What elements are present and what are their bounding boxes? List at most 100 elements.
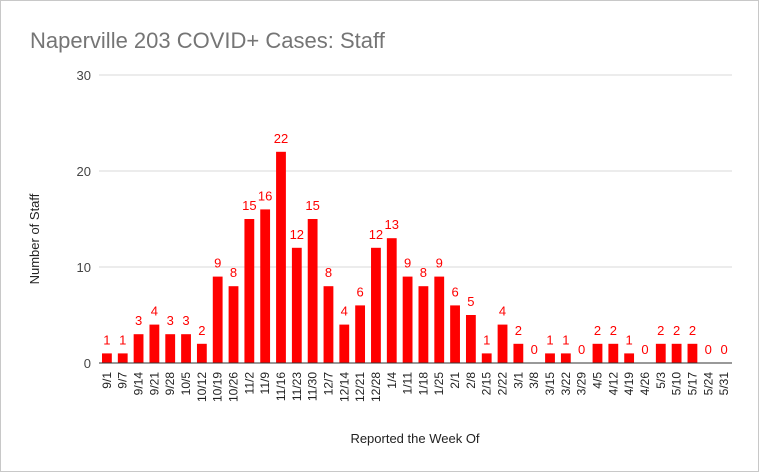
x-tick-label: 4/12 [606,372,620,396]
x-tick-label: 3/29 [575,372,589,396]
bar [339,324,350,363]
data-label: 9 [214,256,221,271]
x-tick-label: 3/15 [543,372,557,396]
x-tick-label: 2/22 [496,372,510,396]
data-label: 12 [290,227,304,242]
data-label: 3 [182,313,189,328]
data-label: 15 [242,198,256,213]
x-tick-label: 4/19 [622,372,636,396]
x-tick-label: 9/7 [116,372,130,389]
data-label: 12 [369,227,383,242]
data-label: 6 [451,284,458,299]
bar [497,324,508,363]
bar [228,286,239,363]
data-label: 15 [305,198,319,213]
y-tick-label: 20 [77,164,91,179]
data-label: 4 [341,304,348,319]
data-label: 2 [594,323,601,338]
bar [323,286,334,363]
x-tick-label: 12/14 [337,372,351,402]
x-tick-label: 3/22 [559,372,573,396]
x-tick-label: 2/1 [448,372,462,389]
x-tick-label: 12/7 [321,372,335,396]
bar [655,343,666,363]
x-tick-label: 9/1 [100,372,114,389]
bars [102,151,698,363]
gridlines [99,74,732,268]
x-tick-label: 5/10 [670,372,684,396]
y-tick-label: 30 [77,68,91,83]
bar [545,353,555,363]
data-label: 2 [673,323,680,338]
bar [371,247,381,363]
bar [355,305,366,363]
x-tick-label: 5/17 [685,372,699,396]
data-label: 2 [198,323,205,338]
data-label: 0 [705,342,712,357]
bar [481,353,492,363]
x-axis-title: Reported the Week Of [350,431,479,446]
x-tick-label: 10/5 [179,372,193,396]
x-tick-label: 5/31 [717,372,731,396]
bar [624,353,635,363]
data-label: 3 [135,313,142,328]
data-label: 9 [404,256,411,271]
x-tick-label: 3/8 [527,372,541,389]
data-label: 4 [151,304,158,319]
data-label: 8 [325,265,332,280]
chart-title: Naperville 203 COVID+ Cases: Staff [30,28,386,53]
x-tick-label: 1/25 [432,372,446,396]
bar [386,238,397,363]
bar [149,324,160,363]
data-label: 5 [467,294,474,309]
data-label: 4 [499,304,506,319]
bar [402,276,413,363]
bar [687,343,698,363]
bar [418,286,429,363]
bar [307,219,318,363]
x-tick-label: 5/3 [654,372,668,389]
x-tick-label: 11/9 [258,372,272,395]
x-tick-label: 3/1 [511,372,525,389]
x-tick-label: 1/4 [385,372,399,389]
x-tick-label: 11/16 [274,372,288,401]
data-label: 16 [258,188,272,203]
bar [165,334,176,363]
data-label: 1 [119,332,126,347]
x-tick-label: 2/15 [480,372,494,396]
data-label: 1 [626,332,633,347]
bar [196,343,207,363]
data-label: 2 [610,323,617,338]
x-tick-label: 4/26 [638,372,652,396]
bar [244,219,255,363]
bar [608,343,619,363]
bar [465,315,476,363]
bar [117,353,128,363]
bar [513,343,524,363]
x-tick-label: 5/24 [701,372,715,396]
x-tick-label: 1/18 [416,372,430,396]
data-label: 8 [230,265,237,280]
bar [434,276,445,363]
x-tick-label: 1/11 [401,372,415,395]
x-tick-label: 12/21 [353,372,367,402]
data-label: 22 [274,131,288,146]
bar [212,276,223,363]
data-label: 0 [578,342,585,357]
data-label: 13 [385,217,399,232]
bar [276,151,286,363]
bar [181,334,191,363]
x-tick-label: 9/21 [147,372,161,396]
bar [102,353,112,363]
bar [671,343,682,363]
y-axis-title: Number of Staff [27,193,42,284]
data-label: 8 [420,265,427,280]
data-label: 6 [356,284,363,299]
x-tick-label: 11/23 [290,372,304,401]
x-tick-label: 10/19 [211,372,225,402]
bar [291,247,302,363]
data-label: 1 [103,332,110,347]
